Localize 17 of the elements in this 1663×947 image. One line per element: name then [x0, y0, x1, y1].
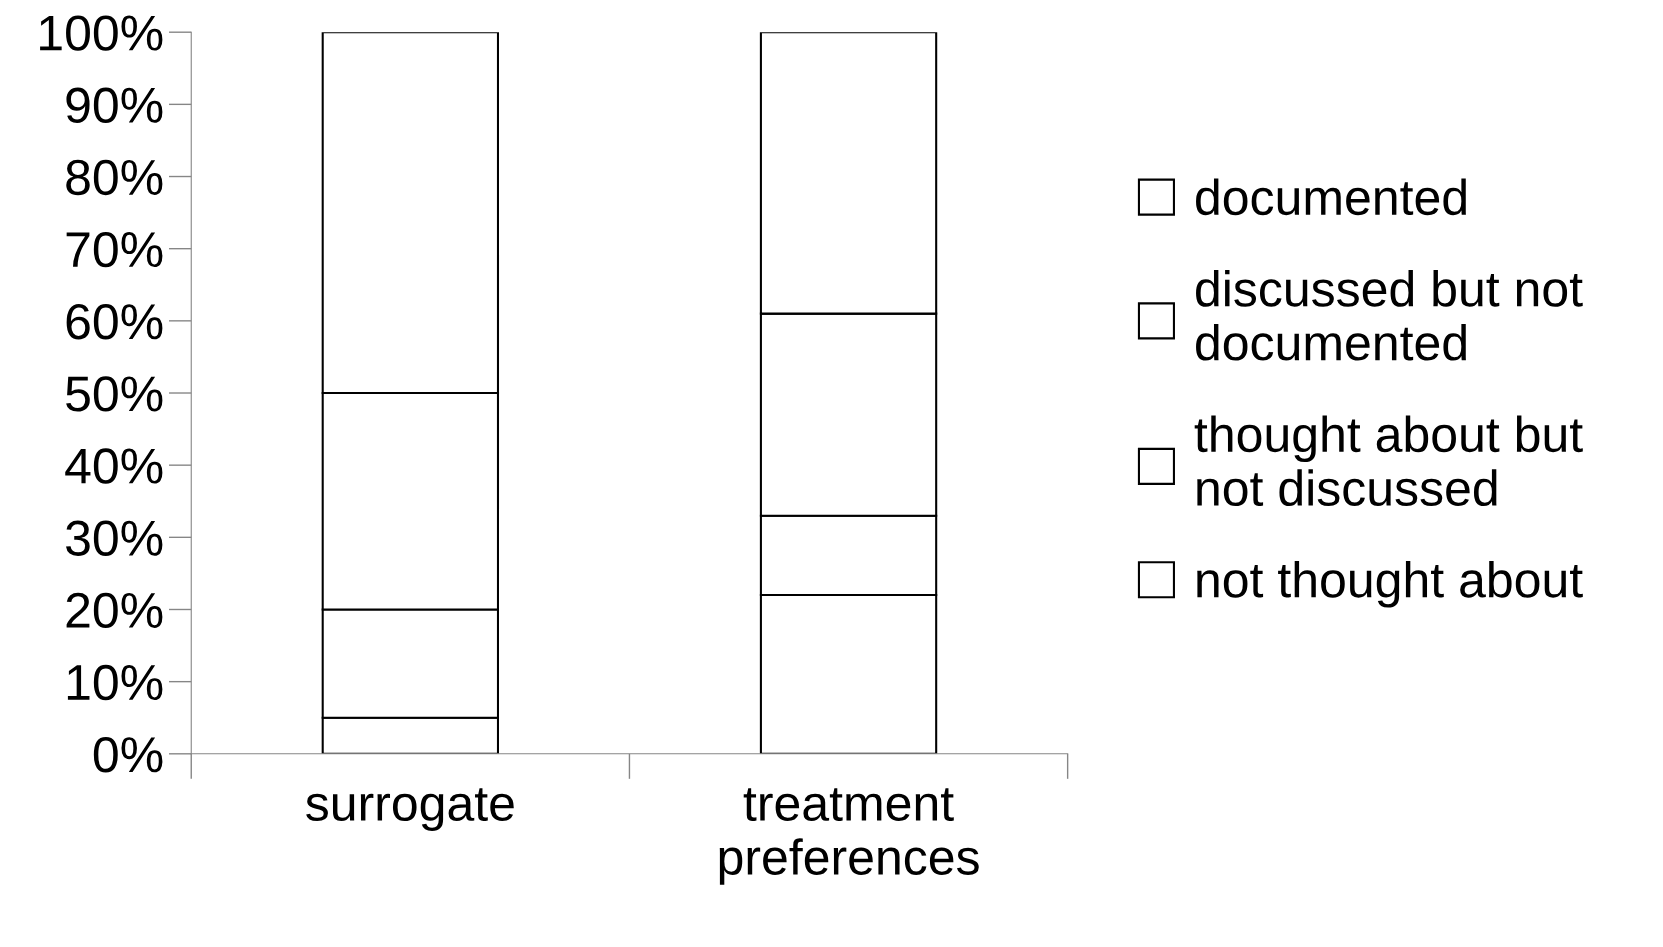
y-tick-label: 50% [66, 376, 163, 412]
legend-label: not thought about [1197, 560, 1583, 608]
y-tick-label: 90% [66, 87, 163, 123]
y-tick-label: 0% [93, 737, 163, 773]
legend-label: thought about but not discussed [1194, 415, 1583, 507]
y-tick-label: 10% [67, 664, 163, 701]
y-tick-label: 100% [40, 15, 163, 51]
y-tick-label: 40% [65, 448, 163, 484]
y-tick-label: 20% [66, 592, 163, 629]
y-tick-label: 60% [66, 304, 163, 340]
y-tick-label: 30% [66, 520, 163, 556]
legend-label: documented [1196, 178, 1466, 216]
legend-label: discussed but not documented [1196, 270, 1583, 361]
y-tick-label: 70% [66, 231, 163, 268]
y-tick-label: 80% [66, 159, 163, 196]
x-tick-label: surrogate [306, 788, 514, 831]
x-tick-label: treatment preferences [719, 788, 979, 885]
